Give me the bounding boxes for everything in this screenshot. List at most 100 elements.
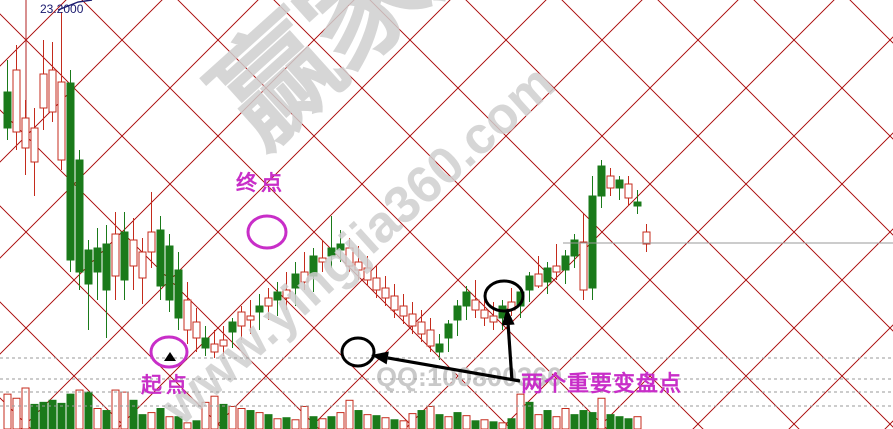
candlestick (435, 334, 444, 360)
candlestick (75, 150, 84, 290)
volume-bar (21, 387, 30, 429)
candlestick (156, 216, 165, 300)
annotation-arrow-shaft (506, 324, 514, 382)
volume-bar (57, 402, 66, 429)
annotation-circle-end-point (246, 214, 288, 250)
candlestick (399, 294, 408, 324)
volume-bar (282, 417, 291, 429)
candlestick (525, 272, 534, 302)
candlestick (264, 288, 273, 320)
candlestick (201, 326, 210, 356)
volume-bar (156, 408, 165, 429)
candlestick (570, 234, 579, 268)
annotation-end-point: 终点 (236, 171, 286, 195)
volume-bar (147, 412, 156, 429)
volume-bar (165, 416, 174, 429)
candlestick (606, 168, 615, 196)
candlestick (615, 176, 624, 200)
volume-bar (408, 413, 417, 429)
candlestick (147, 192, 156, 268)
candlestick (93, 228, 102, 300)
candlestick (165, 234, 174, 312)
volume-bar (309, 416, 318, 429)
candlestick (345, 238, 354, 272)
volume-bar (426, 405, 435, 429)
volume-bar (453, 412, 462, 429)
candlestick (219, 326, 228, 356)
candlestick (624, 176, 633, 206)
volume-bar (561, 408, 570, 429)
candlestick (597, 160, 606, 208)
candlestick (273, 282, 282, 316)
candlestick (372, 266, 381, 298)
candlestick (192, 308, 201, 352)
candlestick (84, 240, 93, 330)
volume-bar (381, 417, 390, 429)
volume-bar (228, 405, 237, 429)
candlestick (561, 250, 570, 284)
volume-bar (615, 416, 624, 429)
candlestick (489, 302, 498, 330)
volume-bar (300, 405, 309, 429)
volume-bar (120, 391, 129, 429)
candlestick (453, 300, 462, 336)
annotation-circle-reversal-high (483, 279, 525, 313)
candlestick (246, 300, 255, 334)
volume-bar (597, 397, 606, 429)
annotation-two-key-reversal-points: 两个重要变盘点 (521, 372, 683, 397)
volume-bar (327, 416, 336, 429)
volume-bar (255, 412, 264, 429)
annotation-circle-reversal-low (340, 336, 376, 368)
volume-bar (93, 408, 102, 429)
qq-watermark: QQ:100800360 (376, 362, 563, 392)
annotation-start-point: 起点 (141, 373, 191, 397)
volume-bar (336, 412, 345, 429)
candlestick (66, 70, 75, 272)
candlestick (111, 212, 120, 300)
candlestick (300, 252, 309, 290)
candlestick (21, 100, 30, 175)
volume-bar (12, 397, 21, 429)
candlestick (228, 318, 237, 348)
candlestick (426, 318, 435, 352)
candlestick (381, 276, 390, 306)
volume-bar (210, 395, 219, 429)
candlestick (579, 214, 588, 300)
candlestick (363, 256, 372, 286)
volume-bar (318, 418, 327, 429)
candlestick (174, 252, 183, 330)
candlestick (318, 240, 327, 272)
candlestick (120, 212, 129, 300)
candlestick (543, 262, 552, 294)
candlestick (30, 108, 39, 196)
volume-bar (588, 412, 597, 429)
volume-bar (525, 401, 534, 429)
candlestick (210, 330, 219, 358)
annotation-arrow-head (501, 308, 515, 326)
volume-bar (273, 418, 282, 429)
candlestick (417, 310, 426, 342)
volume-bar (507, 418, 516, 429)
candlestick (642, 224, 651, 252)
candlestick (183, 282, 192, 344)
candlestick (57, 12, 66, 170)
candlestick (552, 244, 561, 280)
candlestick (534, 256, 543, 288)
candlestick (354, 246, 363, 280)
candlestick (12, 45, 21, 150)
annotation-arrow-shaft (387, 356, 521, 383)
candlestick (588, 176, 597, 300)
candlestick (138, 238, 147, 304)
volume-bar (84, 391, 93, 429)
candlestick (471, 280, 480, 318)
candlestick (39, 40, 48, 130)
candlestick (444, 320, 453, 352)
candlestick (102, 225, 111, 338)
volume-bar (552, 416, 561, 429)
volume-bar (174, 416, 183, 429)
candlestick (282, 272, 291, 310)
